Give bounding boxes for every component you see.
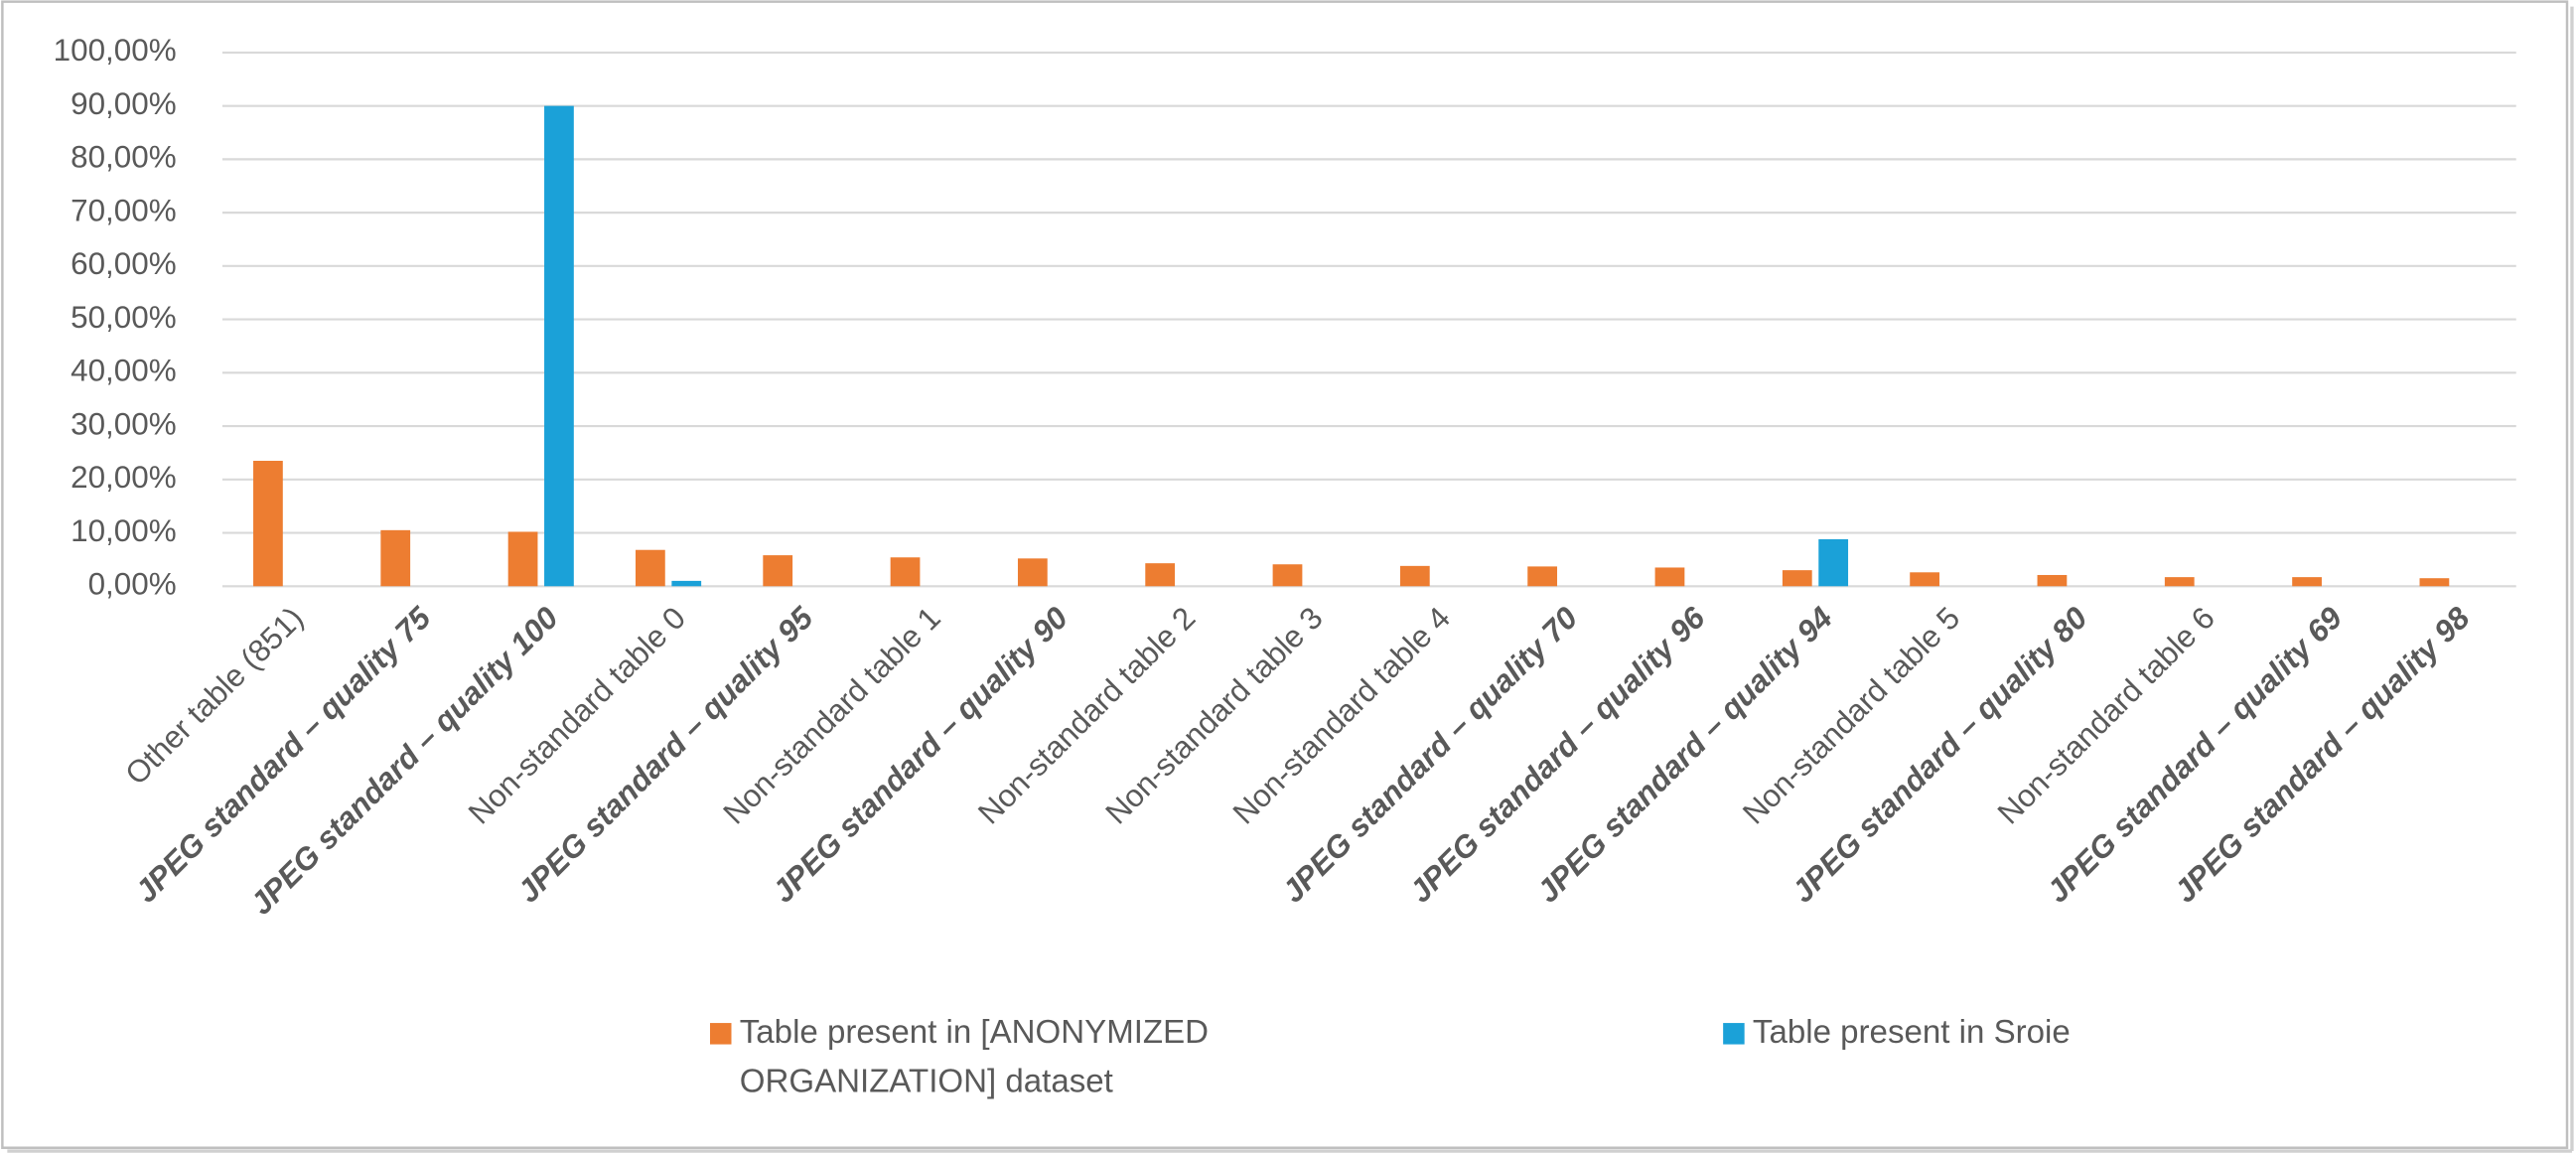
bar bbox=[253, 460, 283, 587]
bar bbox=[1399, 565, 1430, 587]
bar bbox=[890, 557, 921, 587]
y-tick-label: 70,00% bbox=[71, 193, 177, 227]
legend-swatch bbox=[1723, 1023, 1745, 1045]
legend-swatch bbox=[710, 1023, 732, 1045]
bar bbox=[2037, 574, 2068, 587]
bar bbox=[2164, 577, 2195, 587]
bar bbox=[635, 549, 665, 587]
y-tick-label: 100,00% bbox=[54, 33, 177, 68]
bar bbox=[507, 531, 538, 587]
y-tick-label: 50,00% bbox=[71, 300, 177, 335]
y-tick-label: 10,00% bbox=[71, 513, 177, 548]
bar bbox=[544, 105, 574, 587]
y-tick-label: 60,00% bbox=[71, 246, 177, 281]
y-tick-label: 20,00% bbox=[71, 460, 177, 495]
legend-label-box: Table present in Sroie bbox=[1752, 1014, 2071, 1052]
bar bbox=[1818, 538, 1849, 587]
bar bbox=[1654, 567, 1685, 587]
y-tick-label: 40,00% bbox=[71, 354, 177, 388]
bar bbox=[1910, 572, 1939, 587]
legend-label: Table present in [ANONYMIZED ORGANIZATIO… bbox=[739, 1014, 1210, 1100]
y-tick-label: 80,00% bbox=[71, 140, 177, 175]
legend-label: Table present in Sroie bbox=[1752, 1014, 2071, 1052]
y-tick-label: 90,00% bbox=[71, 86, 177, 121]
legend-label-box: Table present in [ANONYMIZED ORGANIZATIO… bbox=[739, 1014, 1210, 1100]
bar bbox=[1527, 566, 1558, 587]
bar bbox=[671, 580, 702, 587]
bar bbox=[1145, 563, 1176, 587]
bar bbox=[1782, 570, 1812, 587]
y-tick-label: 30,00% bbox=[71, 406, 177, 441]
bar bbox=[1272, 564, 1303, 587]
bar bbox=[380, 529, 411, 587]
y-tick-label: 0,00% bbox=[88, 567, 177, 602]
bar bbox=[763, 555, 793, 587]
bar bbox=[2292, 577, 2322, 587]
bar bbox=[2419, 578, 2450, 587]
bar bbox=[1017, 558, 1048, 587]
